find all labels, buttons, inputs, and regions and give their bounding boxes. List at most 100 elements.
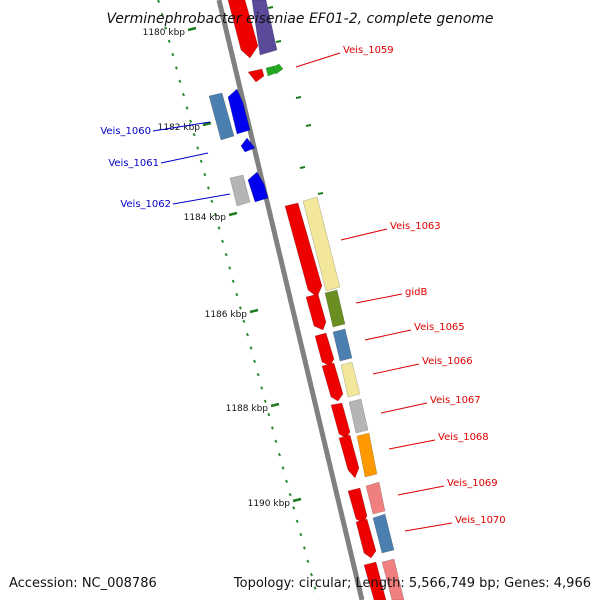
ruler-dot xyxy=(292,506,296,510)
gene-label-veis-1068[interactable]: Veis_1068 xyxy=(438,432,489,443)
ruler-dots xyxy=(157,0,324,600)
gene-feature-top-red[interactable] xyxy=(227,0,259,59)
gene-feature-veis-1063-yellow[interactable] xyxy=(302,196,341,292)
gene-feature-veis-1066-yellow[interactable] xyxy=(340,361,361,398)
ruler-dot xyxy=(306,559,310,564)
gene-feature-bottom-red[interactable] xyxy=(363,561,387,600)
ruler-dot xyxy=(160,12,164,17)
leader-line xyxy=(397,485,445,496)
gene-feature-veis-1067-grey[interactable] xyxy=(348,398,369,434)
gene-feature-veis-1059-red[interactable] xyxy=(247,68,265,83)
ruler-dot xyxy=(189,119,193,124)
gene-feature-veis-1067-red[interactable] xyxy=(330,402,351,439)
gene-label-veis-1066[interactable]: Veis_1066 xyxy=(422,356,473,367)
ruler-dot xyxy=(181,92,185,97)
ruler-dot xyxy=(199,159,203,164)
gene-label-veis-1059[interactable]: Veis_1059 xyxy=(343,45,394,56)
ruler-dot xyxy=(238,306,242,310)
gene-feature-veis-1068-red[interactable] xyxy=(338,434,360,479)
leader-line xyxy=(372,363,420,375)
gene-label-veis-1069[interactable]: Veis_1069 xyxy=(447,478,498,489)
ruler-dot xyxy=(185,106,189,110)
gene-feature-veis-1063-red[interactable] xyxy=(284,202,323,298)
leader-line xyxy=(380,402,428,414)
gene-label-veis-1065[interactable]: Veis_1065 xyxy=(414,322,465,333)
ruler-tick-label: 1186 kbp xyxy=(205,310,248,320)
ruler-dot xyxy=(263,399,267,404)
ruler-minor-mark xyxy=(295,96,302,99)
gene-feature-veis-1066-red[interactable] xyxy=(321,362,344,402)
gene-feature-veis-1065-red[interactable] xyxy=(314,332,335,367)
ruler-tick xyxy=(292,497,302,503)
leader-line xyxy=(364,329,412,341)
ruler-minor-mark xyxy=(317,192,324,195)
ruler-dot xyxy=(203,172,207,177)
ruler-minor-mark xyxy=(305,124,312,127)
ruler-tick-label: 1190 kbp xyxy=(248,499,291,509)
gene-feature-top-purple[interactable] xyxy=(251,0,278,56)
ruler-tick xyxy=(202,121,212,127)
ruler-dot xyxy=(213,212,217,217)
ruler-ticks: 1180 kbp 1182 kbp 1184 kbp 1186 kbp 1188 kbp… xyxy=(143,26,302,509)
ruler-dot xyxy=(206,186,210,190)
leader-line xyxy=(340,228,388,241)
ruler-dot xyxy=(281,466,285,470)
leader-line xyxy=(152,121,211,132)
ruler-dot xyxy=(231,279,235,284)
gene-feature-bottom-pink[interactable] xyxy=(381,558,405,600)
ruler-dot xyxy=(313,586,317,590)
map-title: Verminephrobacter eiseniae EF01-2, compl… xyxy=(106,11,493,27)
gene-feature-veis-1065-steel[interactable] xyxy=(332,328,353,362)
gene-label-veis-1063[interactable]: Veis_1063 xyxy=(390,221,441,232)
ruler-dot xyxy=(245,332,249,337)
gene-label-veis-1060[interactable]: Veis_1060 xyxy=(100,126,151,137)
gene-feature-gidb-olive[interactable] xyxy=(324,289,346,328)
gene-feature-veis-1061[interactable] xyxy=(240,137,256,153)
ruler-tick-label: 1180 kbp xyxy=(143,28,186,38)
ruler-dot xyxy=(299,532,303,537)
gene-label-veis-1070[interactable]: Veis_1070 xyxy=(455,515,506,526)
gene-feature-veis-1062-blue[interactable] xyxy=(247,171,269,203)
ruler-dot xyxy=(192,132,196,137)
gene-feature-veis-1070-steel[interactable] xyxy=(372,513,395,554)
ruler-minor-mark xyxy=(267,6,274,9)
gene-labels: Veis_1060 Veis_1061 Veis_1062 Veis_1059 Veis… xyxy=(100,45,505,526)
ruler-dot xyxy=(224,252,228,257)
ruler-tick-label: 1182 kbp xyxy=(158,123,201,133)
ruler-dot xyxy=(242,319,246,324)
ruler-dot xyxy=(196,146,200,150)
gene-label-veis-1061[interactable]: Veis_1061 xyxy=(108,158,159,169)
gene-feature-veis-1069-red[interactable] xyxy=(347,487,368,524)
gene-feature-veis-1059-green-2[interactable] xyxy=(272,63,284,75)
gene-feature-veis-1060-blue[interactable] xyxy=(227,88,251,135)
ruler-dot xyxy=(267,412,271,417)
gene-label-gidb[interactable]: gidB xyxy=(405,287,427,298)
gene-feature-veis-1070-red[interactable] xyxy=(355,518,377,559)
gene-label-veis-1067[interactable]: Veis_1067 xyxy=(430,395,481,406)
genome-summary-text: Topology: circular; Length: 5,566,749 bp… xyxy=(233,576,591,591)
leader-line xyxy=(404,522,453,532)
gene-feature-veis-1060-steel[interactable] xyxy=(208,92,235,141)
ruler-dot xyxy=(302,546,306,550)
ruler-dot xyxy=(235,292,239,297)
gene-feature-veis-1062-grey[interactable] xyxy=(229,174,251,207)
ruler-dot xyxy=(217,226,221,230)
ruler-dot xyxy=(309,572,313,577)
ruler-dot xyxy=(178,79,182,84)
ruler-dot xyxy=(210,199,214,204)
gene-feature-gidb-red[interactable] xyxy=(305,293,327,331)
ruler-dot xyxy=(228,266,232,270)
ruler-tick-label: 1188 kbp xyxy=(226,404,269,414)
leader-line xyxy=(160,152,209,164)
ruler-dot xyxy=(167,39,171,44)
gene-feature-veis-1068-orange[interactable] xyxy=(356,432,378,478)
leader-line xyxy=(295,52,341,68)
gene-feature-veis-1069-pink[interactable] xyxy=(365,481,386,515)
genome-backbone xyxy=(216,0,365,600)
ruler-tick xyxy=(270,402,280,408)
ruler-dot xyxy=(253,359,257,364)
gene-label-veis-1062[interactable]: Veis_1062 xyxy=(120,199,171,210)
ruler-dot xyxy=(295,519,299,524)
